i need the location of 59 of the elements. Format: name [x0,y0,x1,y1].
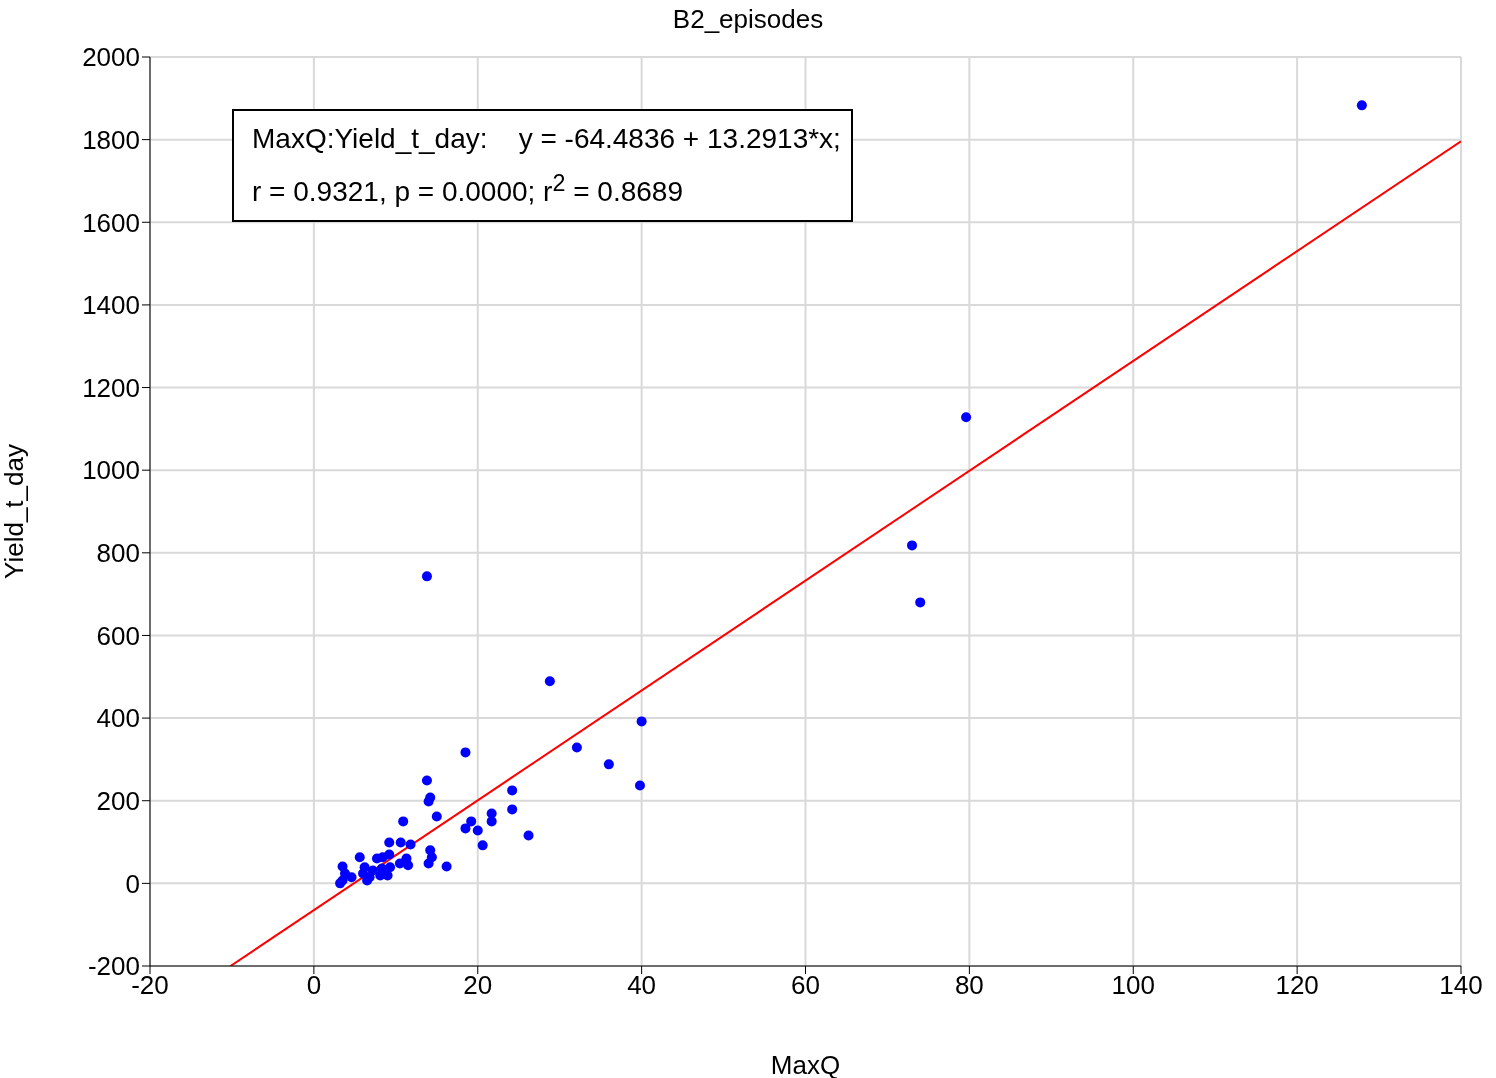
point [346,872,357,883]
chart-title: B2_episodes [671,4,825,35]
x-tick-label: 20 [463,970,493,1001]
point [907,540,918,551]
x-tick-label: 140 [1439,970,1483,1001]
x-tick-label: 80 [954,970,984,1001]
equation-box: MaxQ:Yield_t_day: y = -64.4836 + 13.2913*x; r = 0.9321, p = 0.0000; r$^{2}$ = 0.8689 [232,109,853,223]
y-tick-label: 200 [96,785,140,816]
y-tick-label: 1400 [82,290,140,321]
point [472,825,483,836]
point [395,837,406,848]
x-tick-label: 120 [1275,970,1319,1001]
y-tick-label: 800 [96,538,140,569]
y-tick-label: 1000 [82,455,140,486]
point [460,747,471,758]
y-axis-title: Yield_t_day [0,444,30,579]
point [441,861,452,872]
x-tick-label: 0 [306,970,322,1001]
point [523,830,534,841]
point [915,597,926,608]
y-tick-label: 1200 [82,372,140,403]
point [403,860,414,871]
point [423,858,434,869]
x-axis-title: MaxQ [770,1050,841,1078]
point [405,839,416,850]
point [466,816,477,827]
point [603,759,614,770]
y-tick-label: 400 [96,703,140,734]
point [477,840,488,851]
point [634,780,645,791]
point [544,676,555,687]
point [394,858,405,869]
point [431,811,442,822]
y-tick-label: 1800 [82,124,140,155]
x-tick-label: 100 [1111,970,1155,1001]
y-tick-label: 1600 [82,207,140,238]
annotation: r = 0.9321, p = 0.0000; r$^{2}$ = 0.8689 [252,169,684,210]
point [423,796,434,807]
annotation: MaxQ:Yield_t_day: y = -64.4836 + 13.2913*x; [252,122,841,156]
point [421,571,432,582]
point [460,823,471,834]
point [961,412,972,423]
point [376,863,387,874]
point [354,852,365,863]
point [1356,100,1367,111]
y-tick-label: 2000 [82,42,140,73]
point [507,785,518,796]
point [486,816,497,827]
point [636,716,647,727]
point [421,775,432,786]
point [367,865,378,876]
x-tick-label: 60 [791,970,820,1001]
y-tick-label: 600 [96,620,140,651]
point [507,804,518,815]
point [398,816,409,827]
point [384,837,395,848]
y-tick-label: 0 [125,868,140,899]
point [571,742,582,753]
x-tick-label: 40 [627,970,657,1001]
